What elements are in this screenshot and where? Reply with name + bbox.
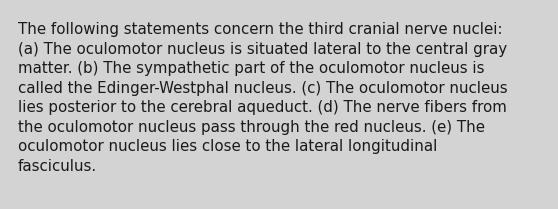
Text: The following statements concern the third cranial nerve nuclei:
(a) The oculomo: The following statements concern the thi… bbox=[18, 22, 508, 174]
